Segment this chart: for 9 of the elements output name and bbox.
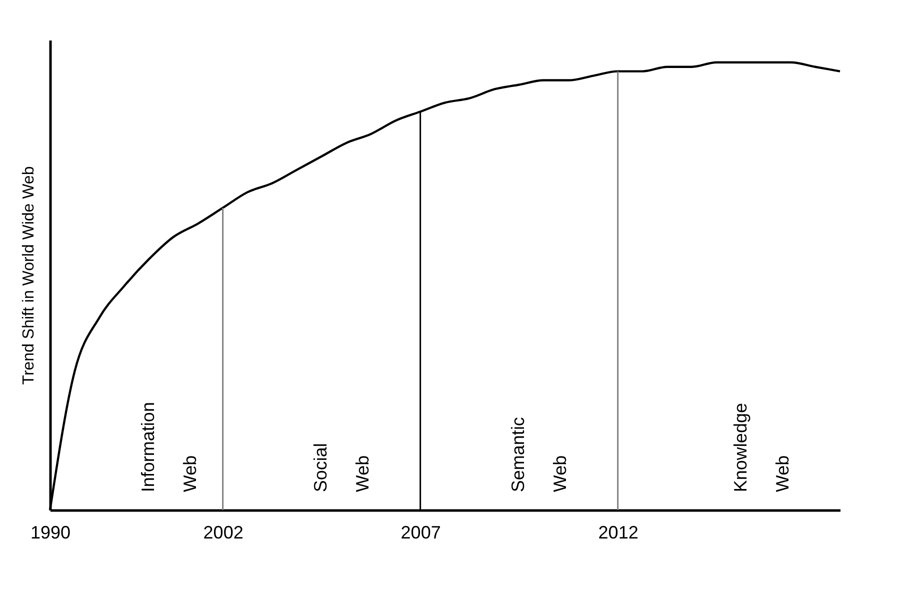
x-tick-label: 2007 — [400, 522, 441, 542]
text: Semantic Web — [508, 417, 570, 492]
text: Information Web — [138, 402, 200, 492]
x-tick-label: 2002 — [203, 522, 244, 542]
text: Knowledge Web — [730, 403, 792, 492]
text: Social Web — [310, 443, 373, 492]
x-tick-label: 1990 — [30, 522, 71, 542]
y-axis-title: Trend Shift in World Wide Web — [20, 166, 38, 385]
x-tick-label: 2012 — [598, 522, 638, 542]
